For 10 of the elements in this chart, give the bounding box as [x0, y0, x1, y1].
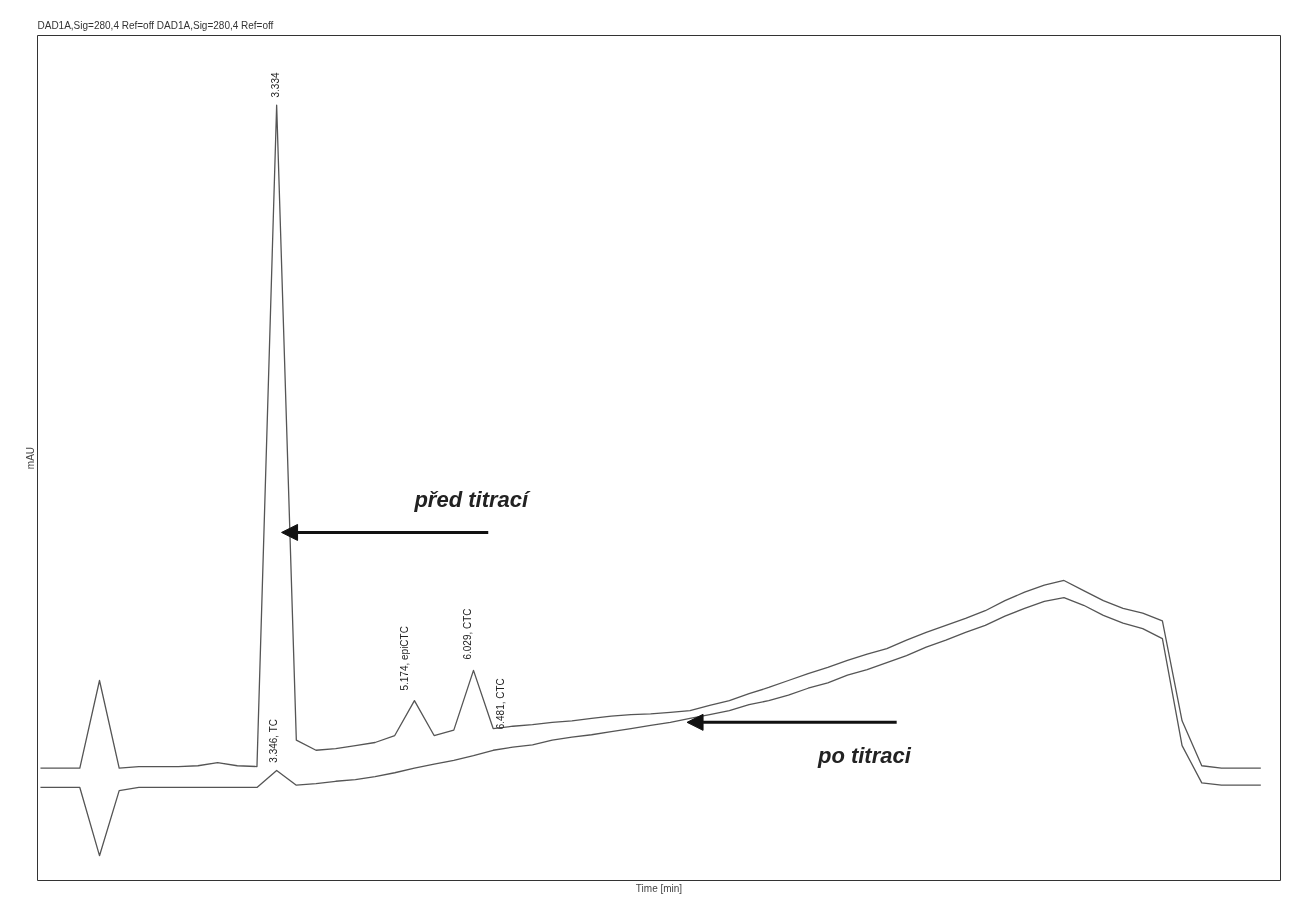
annotation: před titrací — [413, 487, 532, 513]
annotation: 5.174, epiCTC — [398, 626, 410, 691]
y-axis-title: mAU — [24, 446, 36, 470]
annotation: po titraci — [816, 743, 912, 769]
annotation: 6.029, CTC — [462, 608, 474, 660]
chart-title: DAD1A,Sig=280,4 Ref=off DAD1A,Sig=280,4 Ref=off — [37, 19, 274, 31]
annotation: 3.346, TC — [267, 718, 279, 763]
annotation: 6.481, CTC — [494, 678, 506, 730]
x-axis-title: Time [min] — [635, 882, 683, 894]
text: 3.334 — [269, 72, 281, 98]
